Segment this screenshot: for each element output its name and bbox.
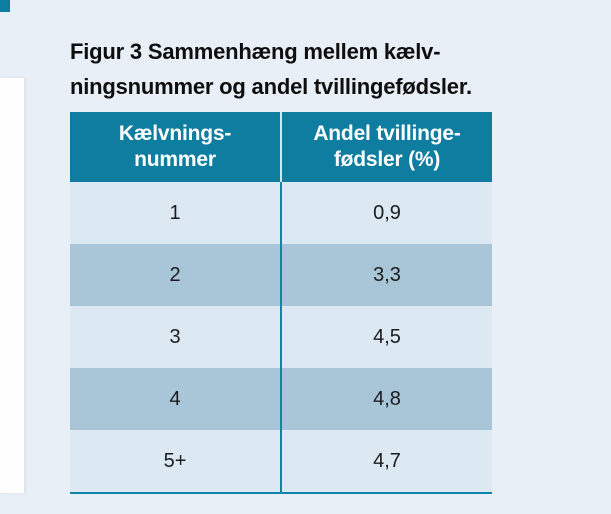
calving-number-cell: 3 [70,306,282,368]
calving-number-cell: 4 [70,368,282,430]
header-twin-line2: fødsler (%) [333,148,441,171]
twin-rate-cell: 3,3 [373,263,401,286]
twin-rate-cell: 4,8 [373,387,401,410]
table-header-row: Kælvnings- nummer Andel tvillinge- fødsl… [70,112,492,182]
calving-number-cell: 2 [70,244,282,306]
header-twin-line1: Andel tvillinge- [313,122,461,145]
table-row: 5+ 4,7 [70,430,492,492]
table-body: 1 0,9 2 3,3 3 4,5 4 4,8 5+ 4,7 [70,182,492,492]
calving-number-cell: 1 [70,182,282,244]
twin-births-table: Kælvnings- nummer Andel tvillinge- fødsl… [70,112,492,494]
corner-accent-block [0,0,10,12]
table-row: 4 4,8 [70,368,492,430]
header-calving-line1: Kælvnings- [118,122,232,145]
twin-rate-cell: 0,9 [373,201,401,224]
figure-title-line2: ningsnummer og andel tvillingefødsler. [70,74,472,99]
table-row: 3 4,5 [70,306,492,368]
twin-rate-cell: 4,5 [373,325,401,348]
header-cell-twin-rate: Andel tvillinge- fødsler (%) [282,112,492,182]
left-margin-strip [0,78,24,493]
figure-title: Figur 3 Sammenhæng mellem kælv- ningsnum… [70,34,540,104]
header-calving-line2: nummer [134,148,216,171]
twin-rate-cell: 4,7 [373,449,401,472]
calving-number-cell: 5+ [70,430,282,492]
header-cell-calving-number: Kælvnings- nummer [70,112,282,182]
figure-title-line1: Figur 3 Sammenhæng mellem kælv- [70,39,441,64]
table-row: 1 0,9 [70,182,492,244]
table-row: 2 3,3 [70,244,492,306]
